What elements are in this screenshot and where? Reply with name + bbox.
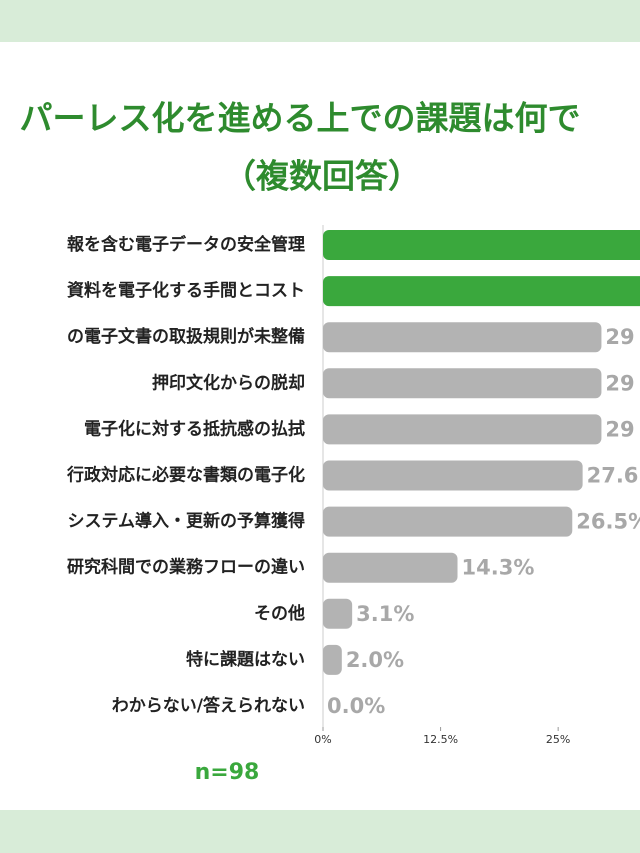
bar [323,414,602,445]
bar [323,276,640,307]
value-label: 27.6 [587,464,639,488]
x-tick-label: 0% [314,733,331,746]
bar [323,598,353,629]
category-label: 電子化に対する抵抗感の払拭 [84,418,305,439]
category-label: 押印文化からの脱却 [152,372,305,393]
bar [323,230,640,260]
category-label: システム導入・更新の予算獲得 [68,511,306,532]
bottom-band [0,810,640,853]
value-label: 29 [605,417,634,441]
bar [323,644,342,675]
bar [323,322,602,353]
bar [323,552,458,583]
chart-subtitle: （複数回答） [223,157,421,196]
value-label: 29 [605,371,634,395]
value-label: 26.5% [576,510,640,534]
value-label: 29 [605,325,634,349]
bar [323,506,573,537]
value-label: 2.0% [346,648,404,672]
value-label: 0.0% [327,694,385,718]
value-label: 3.1% [356,602,414,626]
category-label: の電子文書の取扱規則が未整備 [67,326,305,347]
chart-title: パーレス化を進める上での課題は何で [20,99,581,138]
bar [323,460,583,491]
value-label: 14.3% [462,556,535,580]
category-label: 資料を電子化する手間とコスト [67,280,305,301]
category-label: その他 [254,603,305,624]
bar [323,368,602,399]
category-label: わからない/答えられない [112,695,305,716]
category-label: 研究科間での業務フローの違い [67,557,305,578]
category-label: 特に課題はない [186,649,305,670]
category-label: 行政対応に必要な書類の電子化 [66,465,305,486]
x-tick-label: 25% [546,733,570,746]
top-band [0,0,640,42]
category-label: 報を含む電子データの安全管理 [67,234,305,255]
x-tick-label: 12.5% [423,733,458,746]
sample-size: n=98 [195,760,260,785]
